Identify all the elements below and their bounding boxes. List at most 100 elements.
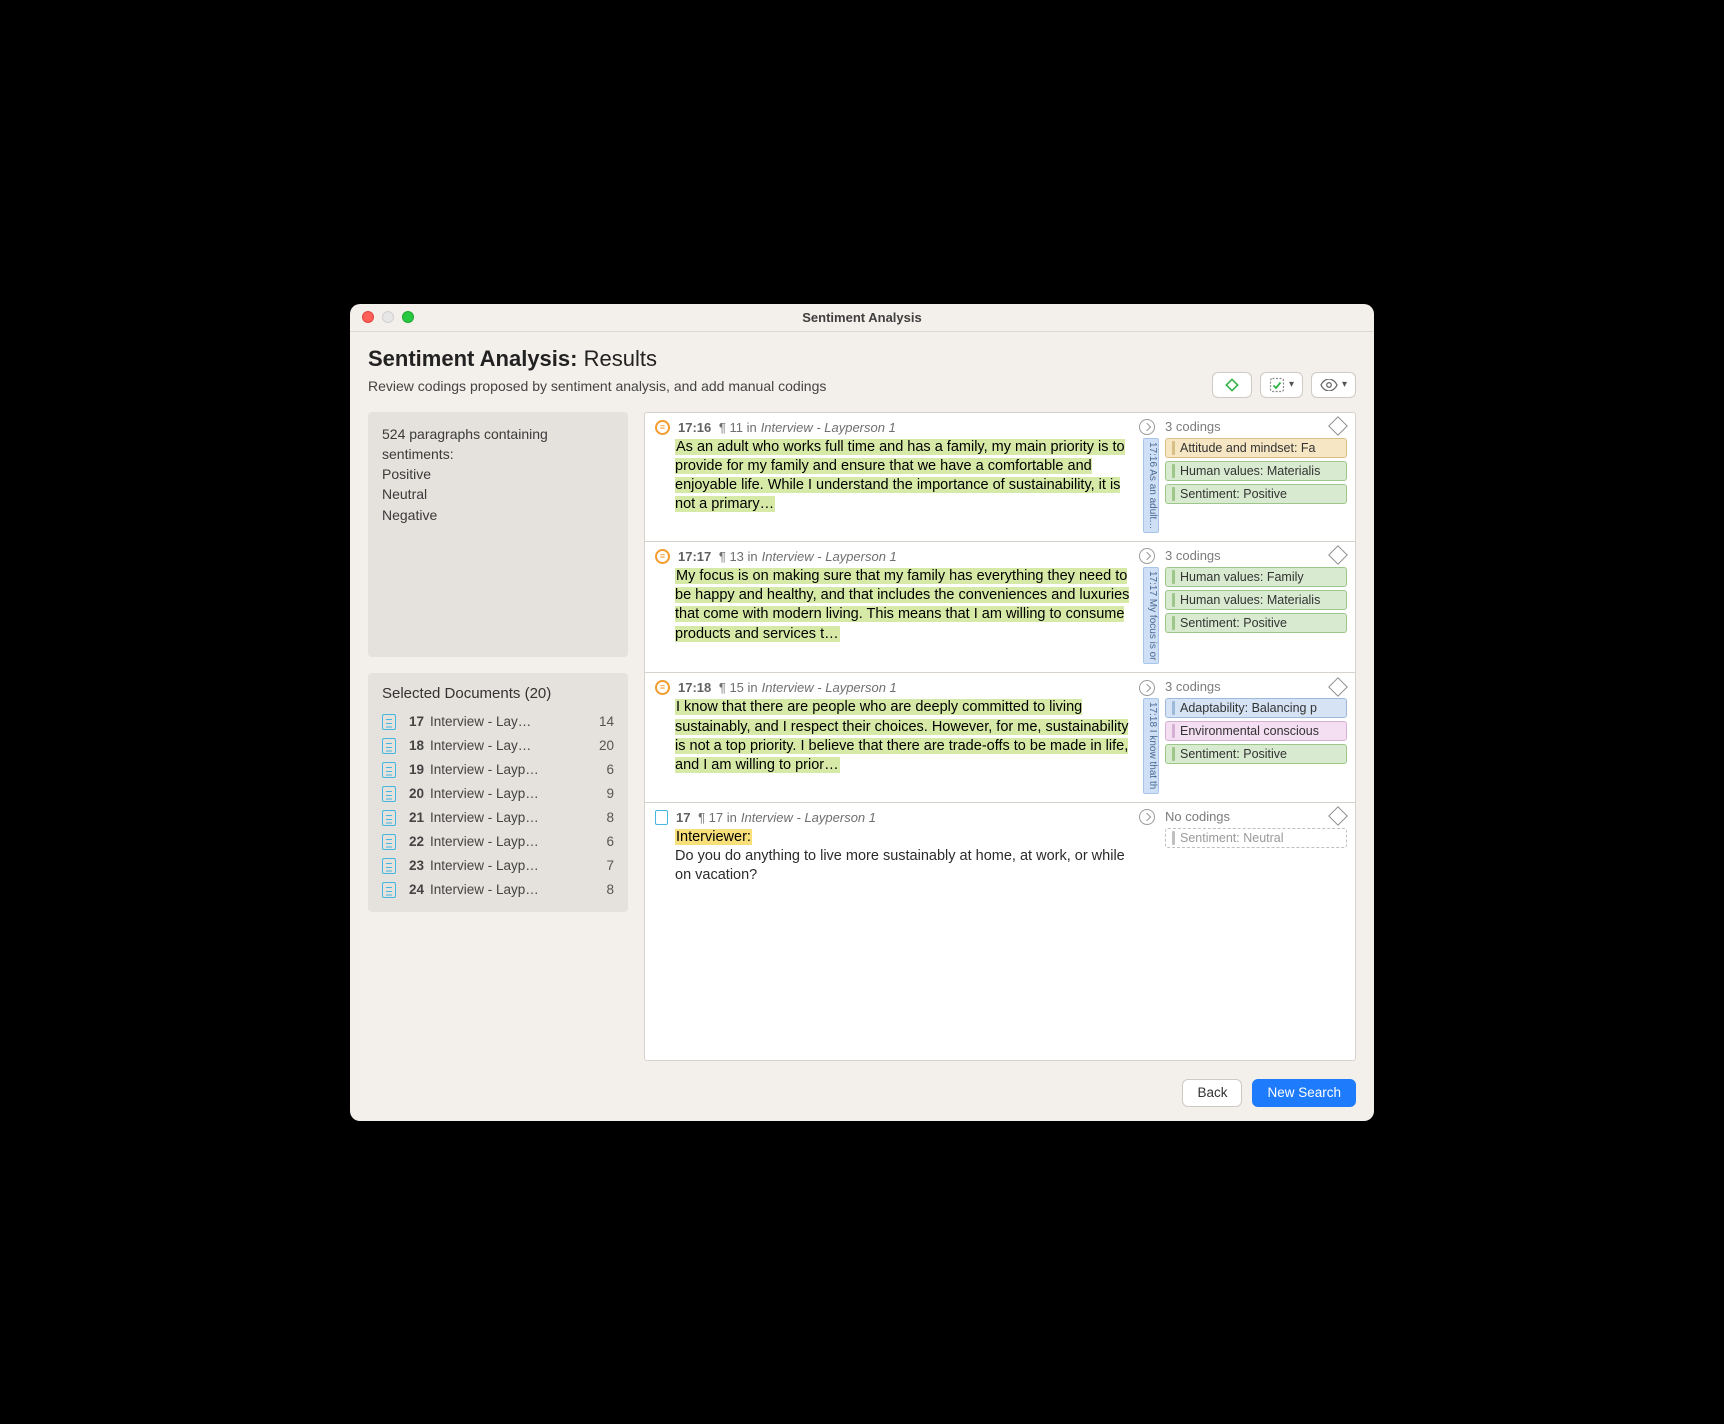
create-code-button[interactable] [1212, 372, 1252, 398]
title-bar: Sentiment Analysis [350, 304, 1374, 332]
chevron-down-icon: ▾ [1289, 379, 1294, 390]
paragraph-ref: ¶ 13 in [715, 549, 757, 564]
selected-documents-panel: Selected Documents (20) 17Interview - La… [368, 673, 628, 912]
document-row[interactable]: 18 Interview - Lay…20 [382, 736, 614, 756]
minimize-window-button[interactable] [382, 311, 394, 323]
document-row[interactable]: 19Interview - Layp…6 [382, 760, 614, 780]
quote-sidebar-strip[interactable]: 17:18 I know that th [1143, 698, 1159, 793]
visibility-dropdown[interactable]: ▾ [1311, 372, 1356, 398]
document-count: 8 [590, 810, 614, 825]
entry-body: My focus is on making sure that my famil… [645, 567, 1355, 672]
document-icon: ≡ [655, 810, 668, 825]
document-number: 17 [400, 714, 424, 729]
document-number: 18 [400, 738, 424, 753]
code-tag-label: Human values: Family [1180, 570, 1304, 584]
code-tag[interactable]: Environmental conscious [1165, 721, 1347, 741]
document-row[interactable]: 17Interview - Lay…14 [382, 712, 614, 732]
paragraph-ref: ¶ 17 in [694, 810, 736, 825]
document-number: 21 [400, 810, 424, 825]
code-diamond-icon[interactable] [1328, 545, 1348, 565]
document-row[interactable]: 22Interview - Layp…6 [382, 832, 614, 852]
document-row[interactable]: 23Interview - Layp…7 [382, 856, 614, 876]
quote-ref: 17:16 [678, 420, 711, 435]
document-icon [382, 882, 396, 898]
document-list: 17Interview - Lay…1418Interview - Lay…20… [382, 712, 614, 900]
footer: Back New Search [350, 1069, 1374, 1121]
entry-header[interactable]: ≡17:16 ¶ 11 in Interview - Layperson 1 [645, 413, 1165, 438]
quote-ref: 17:17 [678, 549, 711, 564]
code-tag-bar [1172, 570, 1175, 584]
code-tag[interactable]: Human values: Materialis [1165, 590, 1347, 610]
document-name: Interview - Lay… [430, 738, 590, 753]
document-icon [382, 738, 396, 754]
document-row[interactable]: 24Interview - Layp…8 [382, 880, 614, 900]
close-window-button[interactable] [362, 311, 374, 323]
result-entry: ≡17:17 ¶ 13 in Interview - Layperson 13 … [645, 542, 1355, 673]
entry-paragraph[interactable]: As an adult who works full time and has … [675, 438, 1137, 533]
summary-panel: 524 paragraphs containing sentiments: Po… [368, 412, 628, 657]
code-diamond-icon[interactable] [1328, 677, 1348, 697]
back-button[interactable]: Back [1182, 1079, 1242, 1107]
goto-source-icon[interactable] [1139, 680, 1155, 696]
code-tag-bar [1172, 831, 1175, 845]
header-tool-group: ▾ ▾ [1212, 372, 1356, 398]
document-icon [382, 810, 396, 826]
new-search-button[interactable]: New Search [1252, 1079, 1356, 1107]
code-tag-bar [1172, 616, 1175, 630]
code-tag[interactable]: Sentiment: Positive [1165, 484, 1347, 504]
quote-icon: ≡ [655, 680, 670, 695]
entry-paragraph[interactable]: Interviewer:Do you do anything to live m… [675, 828, 1137, 886]
code-diamond-icon[interactable] [1328, 806, 1348, 826]
code-tag[interactable]: Human values: Family [1165, 567, 1347, 587]
goto-source-icon[interactable] [1139, 548, 1155, 564]
entry-paragraph[interactable]: I know that there are people who are dee… [675, 698, 1137, 793]
summary-sentiment: Neutral [382, 484, 614, 504]
document-row[interactable]: 21Interview - Layp…8 [382, 808, 614, 828]
entry-paragraph[interactable]: My focus is on making sure that my famil… [675, 567, 1137, 664]
code-tag-bar [1172, 724, 1175, 738]
document-count: 7 [590, 858, 614, 873]
quote-sidebar-strip[interactable]: 17:16 As an adult… [1143, 438, 1159, 533]
document-number: 23 [400, 858, 424, 873]
document-count: 20 [590, 738, 614, 753]
code-tag[interactable]: Sentiment: Positive [1165, 744, 1347, 764]
goto-source-icon[interactable] [1139, 809, 1155, 825]
codings-header: 3 codings [1165, 413, 1355, 438]
codings-column: Attitude and mindset: Fa Human values: Ma… [1165, 438, 1355, 533]
entry-body: I know that there are people who are dee… [645, 698, 1355, 801]
selected-documents-title: Selected Documents (20) [382, 685, 614, 702]
source-document-name: Interview - Layperson 1 [761, 420, 896, 435]
code-tag[interactable]: Human values: Materialis [1165, 461, 1347, 481]
document-count: 6 [590, 834, 614, 849]
quote-sidebar-strip[interactable]: 17:17 My focus is or [1143, 567, 1159, 664]
summary-sentiment: Positive [382, 464, 614, 484]
results-panel: ≡17:16 ¶ 11 in Interview - Layperson 13 … [644, 412, 1356, 1061]
select-codings-dropdown[interactable]: ▾ [1260, 372, 1303, 398]
source-document-name: Interview - Layperson 1 [762, 680, 897, 695]
document-icon [382, 834, 396, 850]
document-icon [382, 858, 396, 874]
code-tag[interactable]: Sentiment: Neutral [1165, 828, 1347, 848]
goto-source-icon[interactable] [1139, 419, 1155, 435]
entry-header[interactable]: ≡17:18 ¶ 15 in Interview - Layperson 1 [645, 673, 1165, 698]
code-tag-label: Sentiment: Positive [1180, 616, 1287, 630]
page-title: Sentiment Analysis: Results [368, 346, 1356, 372]
document-count: 6 [590, 762, 614, 777]
quote-icon: ≡ [655, 549, 670, 564]
left-column: 524 paragraphs containing sentiments: Po… [368, 412, 628, 1061]
entry-header[interactable]: ≡17 ¶ 17 in Interview - Layperson 1 [645, 803, 1165, 828]
code-tag[interactable]: Attitude and mindset: Fa [1165, 438, 1347, 458]
code-tag-label: Human values: Materialis [1180, 464, 1320, 478]
code-tag-bar [1172, 487, 1175, 501]
code-tag-bar [1172, 593, 1175, 607]
document-number: 19 [400, 762, 424, 777]
code-tag[interactable]: Sentiment: Positive [1165, 613, 1347, 633]
code-tag-label: Sentiment: Positive [1180, 487, 1287, 501]
entry-header[interactable]: ≡ 17:17 ¶ 13 in Interview - Layperson 1 [645, 542, 1165, 567]
source-document-name: Interview - Layperson 1 [762, 549, 897, 564]
document-row[interactable]: 20Interview - Layp…9 [382, 784, 614, 804]
code-tag[interactable]: Adaptability: Balancing p [1165, 698, 1347, 718]
zoom-window-button[interactable] [402, 311, 414, 323]
code-diamond-icon[interactable] [1328, 416, 1348, 436]
document-number: 24 [400, 882, 424, 897]
